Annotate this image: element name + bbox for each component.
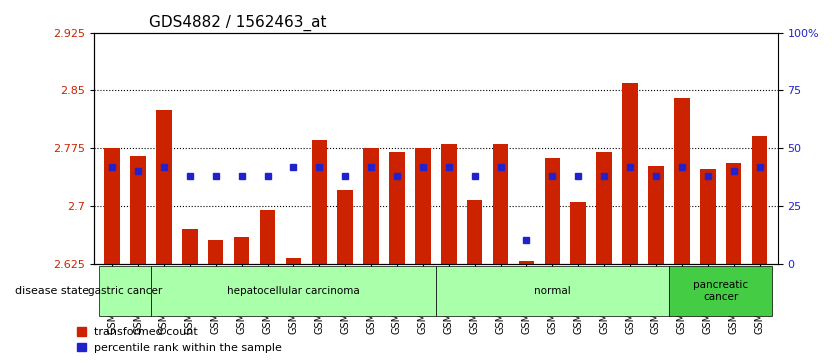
- Bar: [104, 148, 120, 264]
- Bar: [570, 202, 586, 264]
- Bar: [674, 98, 690, 264]
- Bar: [596, 152, 612, 264]
- Bar: [726, 163, 741, 264]
- FancyBboxPatch shape: [99, 266, 151, 316]
- Text: GDS4882 / 1562463_at: GDS4882 / 1562463_at: [148, 15, 326, 31]
- Bar: [182, 229, 198, 264]
- Bar: [208, 240, 224, 264]
- Bar: [415, 148, 430, 264]
- Text: hepatocellular carcinoma: hepatocellular carcinoma: [227, 286, 359, 296]
- Bar: [622, 83, 638, 264]
- Bar: [700, 169, 716, 264]
- Legend: transformed count, percentile rank within the sample: transformed count, percentile rank withi…: [73, 323, 287, 358]
- Text: normal: normal: [534, 286, 570, 296]
- Text: disease state: disease state: [15, 286, 89, 296]
- Bar: [259, 210, 275, 264]
- Bar: [441, 144, 456, 264]
- Text: pancreatic
cancer: pancreatic cancer: [693, 281, 748, 302]
- Bar: [519, 261, 535, 264]
- Bar: [338, 190, 353, 264]
- Bar: [751, 136, 767, 264]
- FancyBboxPatch shape: [436, 266, 669, 316]
- Bar: [364, 148, 379, 264]
- Bar: [156, 110, 172, 264]
- Bar: [130, 156, 146, 264]
- Bar: [545, 158, 560, 264]
- Text: gastric cancer: gastric cancer: [88, 286, 163, 296]
- Bar: [389, 152, 404, 264]
- Bar: [234, 237, 249, 264]
- Bar: [493, 144, 509, 264]
- FancyBboxPatch shape: [151, 266, 436, 316]
- FancyBboxPatch shape: [669, 266, 772, 316]
- Bar: [467, 200, 482, 264]
- Bar: [286, 258, 301, 264]
- Bar: [312, 140, 327, 264]
- Bar: [648, 166, 664, 264]
